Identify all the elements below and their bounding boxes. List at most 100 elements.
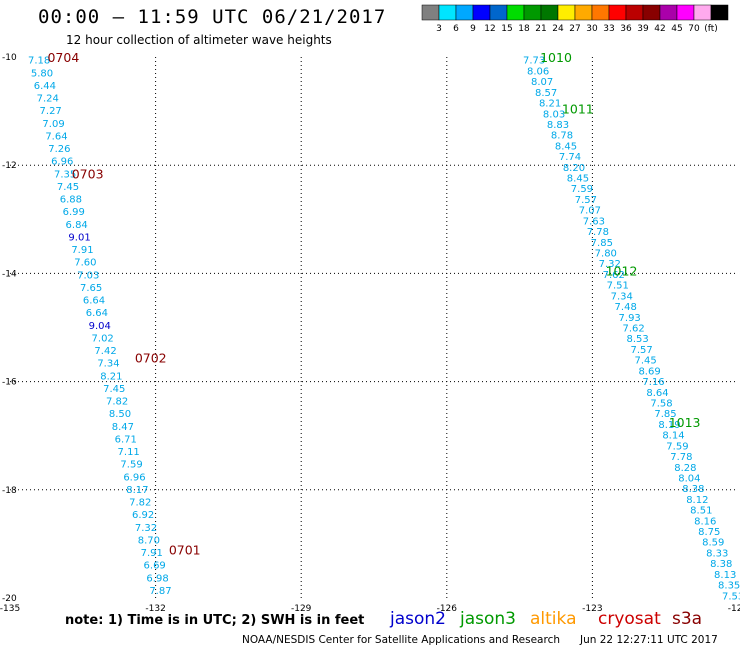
swh-value-label: 8.19 <box>658 420 680 431</box>
swh-value-label: 6.92 <box>132 510 154 521</box>
swh-value-label: 9.01 <box>68 232 90 243</box>
y-tick-label: -12 <box>2 161 17 171</box>
swh-value-label: 6.64 <box>83 296 105 307</box>
color-scale-label: 45 <box>671 24 682 34</box>
swh-value-label: 8.21 <box>100 371 122 382</box>
color-scale-swatch <box>523 4 542 21</box>
swh-value-label: 8.13 <box>714 570 736 581</box>
swh-value-label: 8.21 <box>539 99 561 110</box>
swh-value-label: 5.80 <box>31 68 53 79</box>
swh-value-label: 7.34 <box>611 291 633 302</box>
swh-value-label: 8.20 <box>563 163 585 174</box>
y-tick-label: -18 <box>2 486 17 496</box>
swh-value-label: 7.73 <box>523 56 545 67</box>
swh-value-label: 6.98 <box>146 573 168 584</box>
swh-value-label: 7.80 <box>595 249 617 260</box>
x-tick-label: -135 <box>0 604 20 614</box>
x-tick-label: -123 <box>582 604 602 614</box>
legend-item-altika: altika <box>530 609 577 629</box>
swh-value-label: 8.17 <box>126 485 148 496</box>
swh-value-label: 7.62 <box>603 270 625 281</box>
swh-value-label: 7.02 <box>92 333 114 344</box>
swh-value-label: 6.99 <box>63 207 85 218</box>
swh-value-label: 7.59 <box>666 441 688 452</box>
swh-value-label: 7.91 <box>71 245 93 256</box>
swh-value-label: 7.18 <box>28 56 50 67</box>
color-scale-label: 36 <box>620 24 632 34</box>
swh-value-label: 8.69 <box>638 366 660 377</box>
pass-time-label: 1011 <box>562 101 594 116</box>
swh-value-label: 7.45 <box>57 182 79 193</box>
chart-subtitle: 12 hour collection of altimeter wave hei… <box>66 33 332 47</box>
color-scale-label: 9 <box>470 24 476 34</box>
pass-time-label: 0703 <box>72 166 104 181</box>
swh-value-label: 8.70 <box>138 535 160 546</box>
swh-value-label: 8.64 <box>646 388 668 399</box>
y-tick-label: -10 <box>2 53 17 63</box>
legend-item-s3a: s3a <box>672 609 703 629</box>
swh-value-label: 7.91 <box>141 548 163 559</box>
swh-value-label: 8.04 <box>678 473 700 484</box>
swh-value-label: 8.33 <box>706 548 728 559</box>
swh-value-label: 7.78 <box>587 227 609 238</box>
color-scale-swatch <box>625 4 644 21</box>
swh-value-label: 8.51 <box>690 506 712 517</box>
color-scale-label: 12 <box>484 24 495 34</box>
swh-value-label: 7.58 <box>650 398 672 409</box>
swh-value-label: 8.50 <box>109 409 131 420</box>
color-scale-swatch <box>591 4 610 21</box>
color-scale-swatch <box>540 4 559 21</box>
swh-value-label: 7.85 <box>591 238 613 249</box>
swh-value-label: 7.42 <box>94 346 116 357</box>
x-tick-label: -129 <box>291 604 312 614</box>
color-scale-swatch <box>574 4 593 21</box>
swh-value-label: 8.14 <box>662 431 684 442</box>
swh-value-label: 8.53 <box>627 334 649 345</box>
swh-value-label: 7.32 <box>135 523 157 534</box>
swh-value-label: 8.06 <box>527 66 549 77</box>
swh-value-label: 6.84 <box>66 220 88 231</box>
color-scale-swatch <box>608 4 627 21</box>
swh-value-label: 7.35 <box>54 169 76 180</box>
swh-value-label: 6.44 <box>34 81 56 92</box>
swh-value-label: 8.75 <box>698 527 720 538</box>
x-tick-label: -132 <box>145 604 165 614</box>
swh-value-label: 8.35 <box>718 581 740 592</box>
swh-value-label: 7.62 <box>623 324 645 335</box>
swh-value-label: 8.45 <box>567 174 589 185</box>
swh-value-label: 8.38 <box>682 484 704 495</box>
swh-value-label: 7.93 <box>619 313 641 324</box>
swh-value-label: 6.71 <box>115 434 137 445</box>
swh-value-label: 7.07 <box>579 206 601 217</box>
swh-value-label: 7.57 <box>575 195 597 206</box>
legend-item-jason2: jason2 <box>390 609 446 629</box>
swh-value-label: 7.03 <box>77 270 99 281</box>
pass-time-label: 1010 <box>540 50 572 65</box>
pass-time-label: 0704 <box>47 50 79 65</box>
color-scale-label: 3 <box>436 24 442 34</box>
swh-value-label: 8.47 <box>112 422 134 433</box>
color-scale-swatch <box>676 4 695 21</box>
y-tick-label: -14 <box>2 269 17 279</box>
pass-time-label: 1013 <box>669 415 701 430</box>
swh-value-label: 7.53 <box>722 591 740 602</box>
swh-value-label: 8.57 <box>535 88 557 99</box>
swh-value-label: 7.45 <box>634 356 656 367</box>
swh-value-label: 7.09 <box>42 119 64 130</box>
legend-item-cryosat: cryosat <box>598 609 661 629</box>
color-scale-label: 39 <box>637 24 649 34</box>
swh-value-label: 7.16 <box>642 377 664 388</box>
swh-value-label: 6.96 <box>51 157 73 168</box>
swh-value-label: 7.26 <box>48 144 70 155</box>
swh-value-label: 7.27 <box>40 106 62 117</box>
swh-value-label: 7.78 <box>670 452 692 463</box>
color-scale-swatch <box>472 4 491 21</box>
color-scale-swatch <box>659 4 678 21</box>
swh-value-label: 8.78 <box>551 131 573 142</box>
pass-time-label: 1012 <box>606 264 638 279</box>
chart-title: 00:00 – 11:59 UTC 06/21/2017 <box>38 6 387 28</box>
swh-value-label: 7.59 <box>571 184 593 195</box>
swh-value-label: 7.32 <box>599 259 621 270</box>
color-scale-label: 6 <box>453 24 459 34</box>
